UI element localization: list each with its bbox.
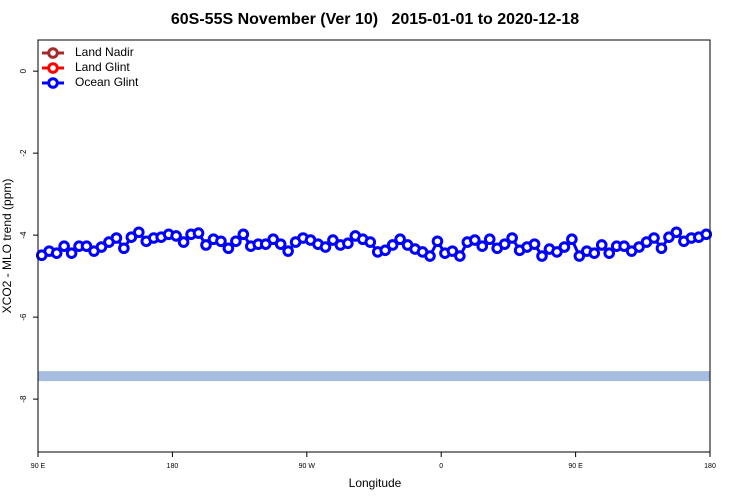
point <box>118 242 130 255</box>
point <box>476 240 489 253</box>
chart-title: 60S-55S November (Ver 10) 2015-01-01 to … <box>171 11 579 28</box>
point <box>50 247 63 259</box>
point <box>177 236 190 248</box>
point <box>528 238 541 250</box>
point <box>95 241 108 253</box>
point <box>80 240 93 253</box>
point <box>342 237 354 250</box>
point <box>446 245 459 257</box>
legend-swatch <box>47 62 59 74</box>
point <box>648 232 660 244</box>
legend-swatch <box>47 77 59 89</box>
point <box>655 242 668 255</box>
point <box>170 230 182 242</box>
point <box>431 235 444 248</box>
legend-label: Land Nadir <box>75 45 134 59</box>
point <box>65 247 78 259</box>
point <box>566 233 578 246</box>
point <box>454 250 466 262</box>
point <box>603 247 616 259</box>
point <box>200 239 212 251</box>
point <box>133 226 145 239</box>
point <box>282 245 294 257</box>
point <box>192 227 205 239</box>
point <box>663 231 675 243</box>
x-tick-label: 90 E <box>31 463 46 470</box>
point <box>483 233 496 246</box>
legend-label: Ocean Glint <box>75 75 139 89</box>
point <box>125 231 138 243</box>
y-tick-label: -4 <box>19 231 28 239</box>
x-axis-label: Longitude <box>349 476 402 490</box>
point <box>237 228 250 241</box>
y-tick-label: -6 <box>19 313 28 321</box>
point <box>230 235 242 248</box>
x-tick-label: 180 <box>167 463 179 470</box>
point <box>573 250 586 262</box>
point <box>633 241 645 253</box>
point <box>386 239 399 251</box>
x-tick-label: 0 <box>439 463 443 470</box>
point <box>536 250 548 262</box>
x-tick-label: 180 <box>704 463 716 470</box>
point <box>267 233 280 246</box>
point <box>700 228 713 241</box>
point <box>58 240 70 253</box>
point <box>274 238 287 250</box>
y-axis-label: XCO2 - MLO trend (ppm) <box>0 179 14 314</box>
point <box>222 242 235 255</box>
x-tick-label: 90 E <box>568 463 583 470</box>
point <box>595 239 608 251</box>
point <box>469 234 481 246</box>
point <box>424 250 436 262</box>
point <box>588 247 601 259</box>
point <box>558 241 571 253</box>
y-tick-label: -2 <box>19 149 28 157</box>
point <box>319 241 332 253</box>
legend-label: Land Glint <box>75 60 130 74</box>
point <box>498 238 511 250</box>
point <box>327 234 339 246</box>
point <box>110 232 123 244</box>
point <box>551 246 563 258</box>
x-tick-label: 90 W <box>299 463 316 470</box>
point <box>670 226 683 239</box>
plot-frame <box>37 39 711 453</box>
point <box>506 232 518 244</box>
point <box>379 244 392 257</box>
point <box>215 235 227 248</box>
y-tick-label: 0 <box>19 68 28 73</box>
point <box>394 233 406 246</box>
point <box>259 238 272 250</box>
legend-swatch <box>47 47 59 59</box>
y-tick-label: -8 <box>19 395 28 403</box>
point <box>364 236 377 248</box>
point <box>618 240 630 253</box>
